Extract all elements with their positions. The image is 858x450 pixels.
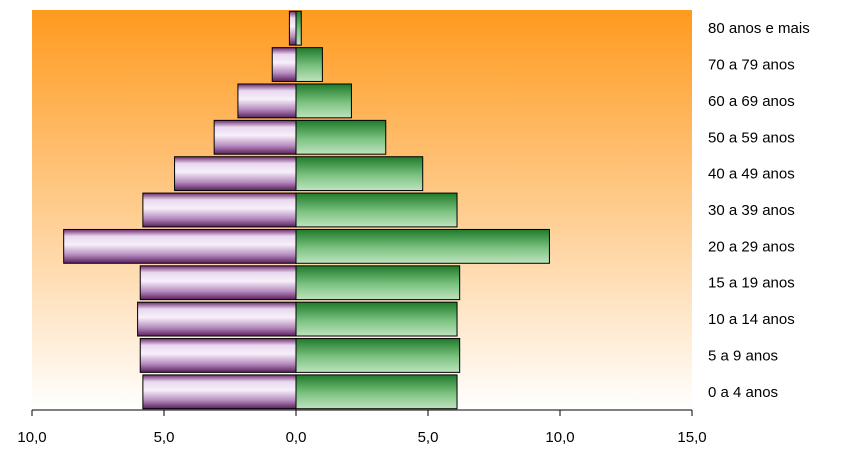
bar-left-3 <box>139 265 297 301</box>
bar-right-10 <box>295 10 302 46</box>
bar-left-10 <box>288 10 297 46</box>
bar-right-7 <box>295 119 387 155</box>
bar-right-1 <box>295 338 461 373</box>
category-label-7: 50 a 59 anos <box>708 129 795 146</box>
bar-left-2 <box>137 301 297 337</box>
x-tick-label-3: 5,0 <box>418 429 439 446</box>
bar-left-8 <box>237 83 297 119</box>
category-label-6: 40 a 49 anos <box>708 166 795 183</box>
bar-right-2 <box>295 301 458 337</box>
bar-left-6 <box>174 156 297 192</box>
bar-left-5 <box>142 192 297 228</box>
bar-left-4 <box>63 228 297 264</box>
category-label-3: 15 a 19 anos <box>708 275 795 292</box>
bar-right-9 <box>295 47 323 82</box>
x-tick-label-2: 0,0 <box>286 429 307 446</box>
bar-left-7 <box>213 119 297 155</box>
category-label-4: 20 a 29 anos <box>708 238 795 255</box>
category-label-5: 30 a 39 anos <box>708 202 795 219</box>
bar-right-5 <box>295 192 458 228</box>
bar-right-8 <box>295 83 352 119</box>
x-tick-label-0: 10,0 <box>17 429 46 446</box>
bar-right-3 <box>295 265 461 301</box>
bar-right-6 <box>295 156 424 192</box>
x-tick-label-4: 10,0 <box>545 429 574 446</box>
bar-left-0 <box>142 374 297 410</box>
category-label-9: 70 a 79 anos <box>708 57 795 74</box>
bar-right-4 <box>295 228 550 264</box>
x-tick-label-1: 5,0 <box>154 429 175 446</box>
category-label-10: 80 anos e mais <box>708 20 810 37</box>
category-label-0: 0 a 4 anos <box>708 384 778 401</box>
bar-left-9 <box>271 47 297 82</box>
bar-left-1 <box>139 338 297 373</box>
category-label-8: 60 a 69 anos <box>708 93 795 110</box>
category-label-1: 5 a 9 anos <box>708 347 778 364</box>
x-tick-label-5: 15,0 <box>677 429 706 446</box>
category-label-2: 10 a 14 anos <box>708 311 795 328</box>
bar-right-0 <box>295 374 458 410</box>
